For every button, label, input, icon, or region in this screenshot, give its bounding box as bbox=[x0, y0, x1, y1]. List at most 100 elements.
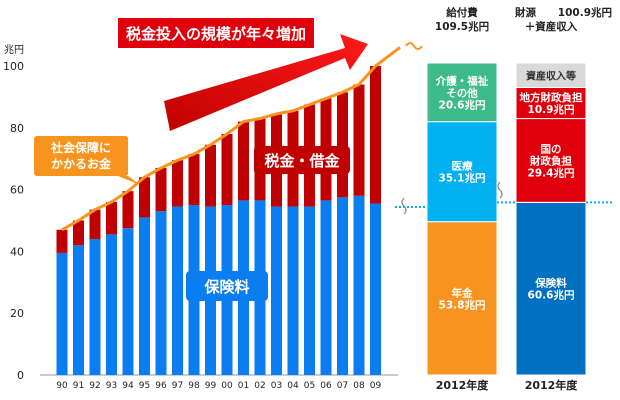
y-tick-label: 100 bbox=[3, 60, 24, 73]
stack-segment-label: 60.6兆円 bbox=[528, 289, 575, 302]
x-tick-label: 02 bbox=[254, 381, 265, 391]
bar-insurance bbox=[155, 211, 167, 375]
y-tick-label: 40 bbox=[10, 245, 24, 258]
x-tick-label: 99 bbox=[205, 381, 217, 391]
blue-area-label: 保険料 bbox=[203, 278, 249, 296]
bar-insurance bbox=[139, 217, 150, 375]
stack-segment-label: 35.1兆円 bbox=[439, 172, 486, 185]
stack-segment-label: 53.8兆円 bbox=[439, 298, 486, 311]
x-tick-label: 03 bbox=[271, 381, 282, 391]
bar-insurance bbox=[122, 228, 134, 375]
bar-insurance bbox=[353, 195, 365, 375]
x-tick-label: 06 bbox=[320, 381, 332, 391]
stack-segment-label: その他 bbox=[446, 86, 478, 99]
blue-area-label-box bbox=[186, 271, 268, 301]
stack-segment-label: 保険料 bbox=[534, 277, 567, 290]
stacked-bars-layer: 年金53.8兆円医療35.1兆円介護・福祉その他20.6兆円保険料60.6兆円国… bbox=[395, 6, 612, 392]
bar-insurance bbox=[106, 234, 117, 375]
stack-segment bbox=[426, 121, 498, 223]
line-series-layer bbox=[61, 42, 423, 232]
bar-insurance bbox=[370, 203, 381, 375]
bar-tax-debt bbox=[337, 92, 348, 198]
bar-tax-debt bbox=[238, 121, 249, 201]
bar-series-layer: 90 91 92 93 94 95 96 97 98 99 00 01 02 03 04 05 06 07 08 09 bbox=[56, 66, 381, 391]
x-tick-label: 92 bbox=[89, 381, 100, 391]
stack-segment-label: 資産収入等 bbox=[526, 69, 576, 82]
x-tick-label: 94 bbox=[122, 381, 134, 391]
stack-segment-label: 年金 bbox=[452, 286, 473, 299]
axis-break-mark bbox=[401, 197, 407, 215]
bar-insurance bbox=[271, 206, 282, 375]
x-tick-label: 93 bbox=[106, 381, 117, 391]
line-callout-label: 社会保障にかかるお金 bbox=[50, 140, 112, 171]
stack-segment bbox=[426, 221, 498, 376]
bar-tax-debt bbox=[353, 84, 365, 196]
stack-segment-label: 介護・福祉 bbox=[435, 74, 489, 87]
stack-segment bbox=[515, 62, 587, 89]
y-axis-unit: 兆円 bbox=[4, 44, 24, 56]
title-box bbox=[118, 18, 314, 48]
bar-tax-debt bbox=[89, 209, 101, 240]
y-tick-label: 60 bbox=[10, 184, 24, 197]
y-tick-label: 20 bbox=[10, 307, 24, 320]
red-area-label-box bbox=[254, 146, 350, 174]
x-tick-label: 98 bbox=[188, 381, 200, 391]
bar-insurance bbox=[56, 252, 68, 375]
bar-insurance bbox=[73, 245, 84, 375]
bar-insurance bbox=[89, 239, 101, 375]
stack-segment-label: 財政負担 bbox=[529, 154, 572, 167]
stack-segment bbox=[515, 118, 587, 203]
stack-segment-label: 20.6兆円 bbox=[439, 98, 486, 111]
x-tick-label: 95 bbox=[139, 381, 150, 391]
stack-segment-label: 国の bbox=[541, 143, 562, 155]
chart-title: 税金投入の規模が年々増加 bbox=[126, 25, 306, 43]
bar-insurance bbox=[172, 206, 183, 375]
bar-tax-debt bbox=[122, 191, 134, 229]
x-tick-label: 00 bbox=[221, 381, 233, 391]
stack-segment-label: 10.9兆円 bbox=[528, 103, 575, 116]
bar-insurance bbox=[320, 200, 332, 375]
bar-tax-debt bbox=[139, 177, 150, 218]
x-tick-label: 09 bbox=[370, 381, 382, 391]
bar-insurance bbox=[304, 206, 315, 375]
x-tick-label: 04 bbox=[287, 381, 299, 391]
bar-tax-debt bbox=[73, 220, 84, 246]
bar-tax-debt bbox=[56, 229, 68, 253]
x-tick-label: 91 bbox=[73, 381, 84, 391]
bar-tax-debt bbox=[188, 154, 200, 206]
line-break-mark bbox=[405, 42, 423, 50]
line-callout-pointer bbox=[118, 176, 140, 185]
stack-segment-label: 29.4兆円 bbox=[528, 166, 575, 179]
y-tick-label: 0 bbox=[17, 369, 24, 382]
x-tick-label: 96 bbox=[155, 381, 167, 391]
stack-segment-label: 地方財政負担 bbox=[520, 91, 583, 104]
y-tick-label: 80 bbox=[10, 122, 24, 135]
x-tick-label: 01 bbox=[238, 381, 249, 391]
stack-segment bbox=[515, 87, 587, 120]
funding-header: 財源 bbox=[514, 6, 536, 19]
bar-insurance bbox=[287, 206, 299, 375]
series-line-total-cost bbox=[61, 46, 401, 232]
bar-tax-debt bbox=[155, 167, 167, 212]
funding-subheader: ＋資産収入 bbox=[525, 20, 578, 33]
bar-insurance bbox=[337, 197, 348, 375]
red-area-label: 税金・借金 bbox=[264, 152, 340, 170]
benefit-year-label: 2012年度 bbox=[436, 378, 490, 392]
stack-segment bbox=[426, 62, 498, 123]
benefit-header: 給付費 bbox=[446, 6, 478, 19]
bar-tax-debt bbox=[221, 133, 233, 206]
x-tick-label: 90 bbox=[56, 381, 68, 391]
bar-tax-debt bbox=[172, 160, 183, 207]
funding-total: 100.9兆円 bbox=[558, 6, 612, 19]
bar-tax-debt bbox=[106, 201, 117, 235]
bar-tax-debt bbox=[205, 144, 216, 207]
trend-arrow bbox=[164, 34, 368, 131]
axis-break-mark bbox=[497, 181, 503, 199]
stack-segment bbox=[515, 201, 587, 376]
x-tick-label: 07 bbox=[337, 381, 348, 391]
x-tick-label: 05 bbox=[304, 381, 315, 391]
benefit-total: 109.5兆円 bbox=[435, 20, 489, 33]
stack-segment-label: 医療 bbox=[452, 160, 473, 173]
